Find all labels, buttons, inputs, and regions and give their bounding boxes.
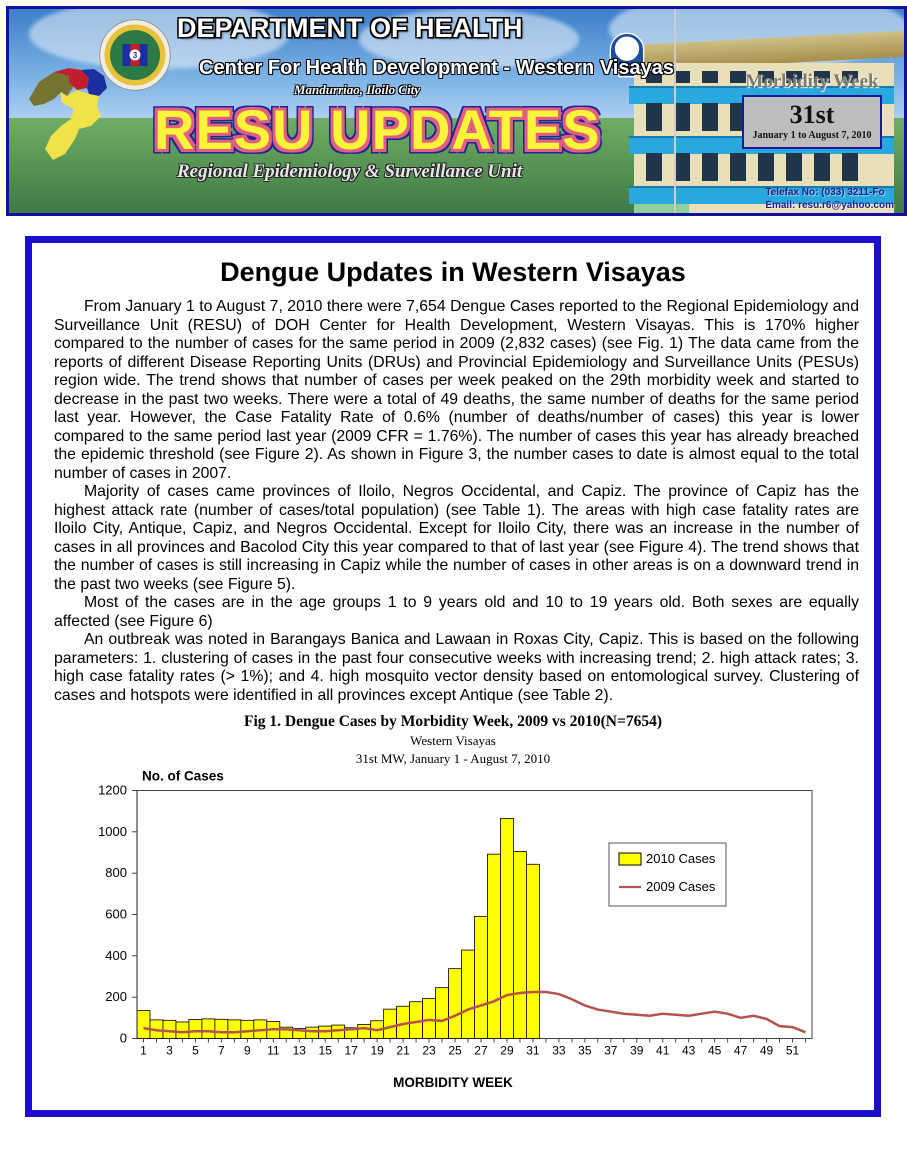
svg-text:200: 200	[105, 989, 127, 1004]
svg-text:400: 400	[105, 948, 127, 963]
svg-text:45: 45	[708, 1044, 722, 1058]
svg-text:3: 3	[133, 51, 138, 60]
svg-text:27: 27	[474, 1044, 488, 1058]
svg-text:21: 21	[396, 1044, 410, 1058]
svg-text:2010 Cases: 2010 Cases	[646, 851, 716, 866]
svg-text:25: 25	[448, 1044, 462, 1058]
svg-text:33: 33	[552, 1044, 566, 1058]
svg-text:17: 17	[345, 1044, 359, 1058]
svg-text:31: 31	[526, 1044, 540, 1058]
svg-text:3: 3	[166, 1044, 173, 1058]
svg-text:13: 13	[293, 1044, 307, 1058]
svg-text:9: 9	[244, 1044, 251, 1058]
svg-text:1200: 1200	[98, 783, 127, 798]
svg-text:600: 600	[105, 907, 127, 922]
svg-text:0: 0	[120, 1031, 127, 1046]
svg-text:23: 23	[422, 1044, 436, 1058]
svg-text:11: 11	[267, 1044, 280, 1058]
svg-text:43: 43	[682, 1044, 696, 1058]
svg-text:19: 19	[370, 1044, 384, 1058]
svg-text:15: 15	[319, 1044, 333, 1058]
svg-text:No. of Cases: No. of Cases	[142, 769, 224, 784]
svg-text:1000: 1000	[98, 824, 127, 839]
svg-text:7: 7	[218, 1044, 225, 1058]
svg-text:37: 37	[604, 1044, 618, 1058]
svg-text:5: 5	[192, 1044, 199, 1058]
svg-text:2009 Cases: 2009 Cases	[646, 879, 716, 894]
svg-text:39: 39	[630, 1044, 644, 1058]
svg-text:29: 29	[500, 1044, 514, 1058]
svg-text:1: 1	[140, 1044, 147, 1058]
svg-text:41: 41	[656, 1044, 670, 1058]
svg-text:35: 35	[578, 1044, 592, 1058]
svg-text:800: 800	[105, 865, 127, 880]
svg-text:47: 47	[734, 1044, 748, 1058]
svg-text:51: 51	[786, 1044, 800, 1058]
svg-text:49: 49	[760, 1044, 774, 1058]
